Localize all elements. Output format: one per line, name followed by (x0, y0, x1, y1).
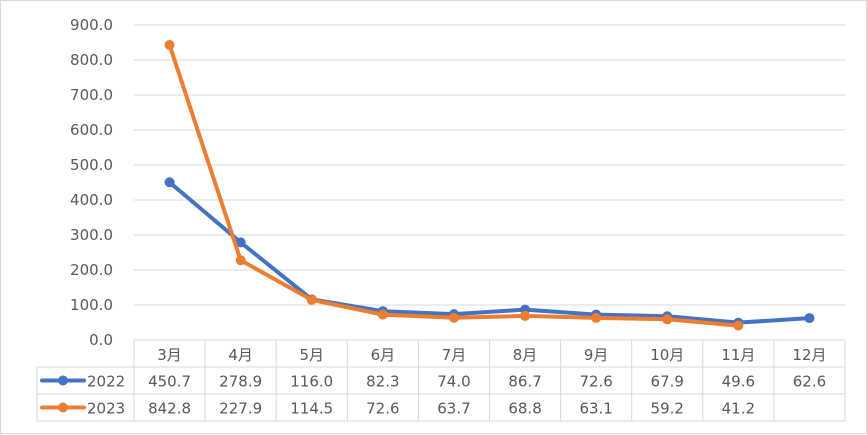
table-cell-value: 63.7 (437, 400, 470, 418)
data-point-marker (662, 314, 673, 325)
table-cell-value: 63.1 (579, 400, 612, 418)
x-category-label: 3月 (157, 346, 182, 364)
y-tick-label: 0.0 (89, 331, 113, 349)
series-line (167, 180, 812, 325)
legend-series-name: 2022 (87, 373, 125, 391)
x-category-label: 12月 (792, 346, 826, 364)
series-lines (164, 40, 815, 331)
y-tick-label: 100.0 (70, 296, 113, 314)
x-category-label: 8月 (513, 346, 538, 364)
x-category-label: 10月 (650, 346, 684, 364)
data-point-marker (235, 237, 246, 248)
data-point-marker (377, 309, 388, 320)
y-tick-label: 300.0 (70, 226, 113, 244)
table-cell-value: 41.2 (722, 400, 755, 418)
data-point-marker (164, 177, 175, 188)
table-cell-value: 67.9 (651, 373, 684, 391)
data-point-marker (306, 294, 317, 305)
x-category-label: 7月 (442, 346, 467, 364)
table-cell-value: 49.6 (722, 373, 755, 391)
table-cell-value: 86.7 (508, 373, 541, 391)
legend-series-name: 2023 (87, 400, 125, 418)
table-cell-value: 59.2 (651, 400, 684, 418)
table-cell-value: 114.5 (290, 400, 333, 418)
series-line (167, 43, 741, 328)
x-category-label: 4月 (228, 346, 253, 364)
y-tick-label: 900.0 (70, 16, 113, 34)
table-cell-value: 116.0 (290, 373, 333, 391)
x-category-label: 9月 (584, 346, 609, 364)
y-axis-tick-labels: 0.0 100.0 200.0 300.0 400.0 500.0 600.0 700.0 80… (70, 16, 113, 349)
y-tick-label: 700.0 (70, 86, 113, 104)
data-point-marker (520, 310, 531, 321)
data-point-marker (591, 312, 602, 323)
x-category-label: 5月 (299, 346, 324, 364)
table-cell-value: 72.6 (579, 373, 612, 391)
x-category-label: 11月 (721, 346, 755, 364)
data-point-marker (804, 313, 815, 324)
gridlines (134, 24, 845, 306)
y-tick-label: 200.0 (70, 261, 113, 279)
legend-marker-key (58, 402, 68, 413)
table-cell-value: 842.8 (148, 400, 191, 418)
table-cell-value: 68.8 (508, 400, 541, 418)
table-cell-value: 450.7 (148, 373, 191, 391)
table-cell-value: 227.9 (219, 400, 262, 418)
table-cell-value: 82.3 (366, 373, 399, 391)
legend-marker-key (58, 375, 68, 386)
y-tick-label: 400.0 (70, 191, 113, 209)
data-point-marker (448, 312, 459, 323)
x-category-label: 6月 (371, 346, 396, 364)
data-table: 3月 4月 5月 6月 7月 8月 9月 10月 11月 12月 2022 450.7 278.9 116… (36, 339, 846, 422)
y-tick-label: 600.0 (70, 121, 113, 139)
table-cell-value: 62.6 (793, 373, 826, 391)
table-cell-value: 74.0 (437, 373, 470, 391)
y-tick-label: 500.0 (70, 156, 113, 174)
data-point-marker (733, 320, 744, 331)
table-cell-value: 278.9 (219, 373, 262, 391)
table-cell-value: 72.6 (366, 400, 399, 418)
data-point-marker (164, 40, 175, 51)
data-point-marker (235, 255, 246, 266)
y-tick-label: 800.0 (70, 51, 113, 69)
